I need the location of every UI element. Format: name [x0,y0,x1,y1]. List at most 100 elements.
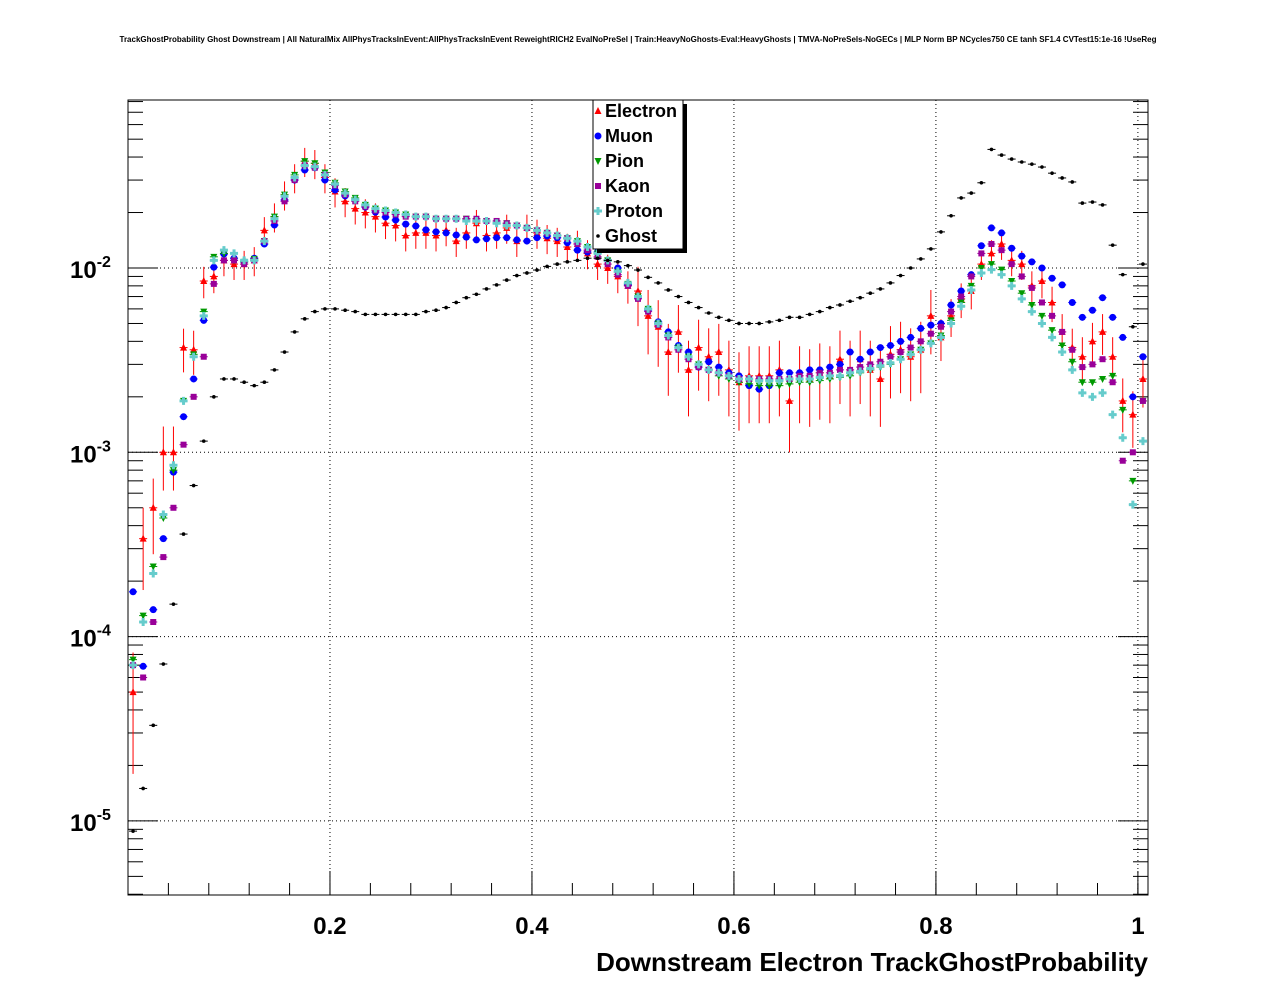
kaon-point [978,250,985,257]
proton-point [149,569,158,578]
proton-point [805,374,814,383]
muon-point [210,263,218,271]
electron-point [180,343,188,351]
proton-point [189,352,198,361]
proton-point [199,311,208,320]
electron-point [1129,410,1137,418]
electron-point [1078,352,1086,360]
proton-point [906,350,915,359]
proton-point [522,223,531,232]
muon-point [785,369,793,377]
legend-label: Ghost [605,226,657,246]
proton-point [351,195,360,204]
proton-point [1007,281,1016,290]
proton-point [644,304,653,313]
ghost-point [1030,162,1034,166]
legend-label: Electron [605,101,677,121]
y-tick-base: 10 [70,441,97,468]
muon-point [1078,313,1086,321]
y-tick-label: 10-5 [70,807,111,837]
electron-point [674,327,682,335]
proton-point [219,246,228,255]
kaon-point [917,338,924,345]
ghost-point [949,213,953,218]
muon-point [846,348,854,356]
ghost-point [1019,160,1024,164]
proton-point [745,374,754,383]
ghost-point [595,256,600,261]
x-tick-label: 0.8 [919,913,952,940]
proton-point [341,189,350,198]
kaon-point [1069,346,1076,353]
legend-ghost-marker [596,234,600,238]
proton-point [1088,392,1097,401]
proton-point [1098,388,1107,397]
proton-point [331,180,340,189]
pion-point [129,656,137,664]
ghost-point [828,305,832,310]
ghost-point [898,273,903,278]
electron-point [634,287,642,295]
electron-point [1109,352,1117,360]
proton-point [502,221,511,230]
proton-point [1108,410,1117,419]
muon-point [927,321,935,329]
ghost-point [232,377,236,381]
muon-point [523,237,531,245]
y-tick-exponent: -5 [97,807,111,824]
proton-point [421,212,430,221]
ghost-point [252,383,257,388]
electron-point [493,228,501,236]
legend-proton-marker [594,207,602,215]
electron-point [1088,337,1096,345]
electron-point [129,688,137,696]
kaon-point [180,441,187,448]
ghost-point [706,311,711,315]
muon-point [1129,393,1137,401]
ghost-point [555,262,560,266]
electron-point [563,243,571,251]
muon-point [159,535,167,543]
ghost-point [323,307,327,311]
muon-point [947,301,955,309]
proton-point [795,374,804,383]
proton-point [684,352,693,361]
ghost-point [757,321,761,326]
proton-point [785,374,794,383]
proton-point [209,256,218,265]
proton-point [432,214,441,223]
legend: Electron Muon Pion Kaon Proton Ghost [592,99,687,253]
proton-point [593,249,602,258]
chart-title: TrackGhostProbability Ghost Downstream |… [120,35,1157,44]
proton-point [694,360,703,369]
ghost-point [292,330,297,334]
kaon-point [1059,328,1066,335]
proton-point [230,249,239,258]
ghost-point [464,295,469,300]
proton-point [664,331,673,340]
proton-point [482,216,491,225]
x-tick-label: 0.2 [313,913,346,940]
kaon-point [948,308,955,315]
pion-point [785,380,793,388]
ghost-point [908,266,913,270]
proton-point [270,214,279,223]
muon-point [715,363,723,371]
proton-point [967,285,976,294]
muon-point [886,341,894,349]
proton-point [139,618,148,627]
pion-point [1048,327,1056,335]
proton-point [553,231,562,240]
muon-point [1048,274,1056,282]
kaon-point [210,280,217,287]
kaon-point [1049,312,1056,319]
ghost-point [313,309,317,314]
ghost-point [1131,324,1135,329]
y-tick-exponent: -2 [97,254,111,271]
x-tick-label: 0.4 [515,913,549,940]
ghost-point [403,312,408,317]
ghost-point [333,307,337,311]
muon-point [1018,252,1026,260]
ghost-point [363,312,368,317]
muon-point [806,366,814,374]
